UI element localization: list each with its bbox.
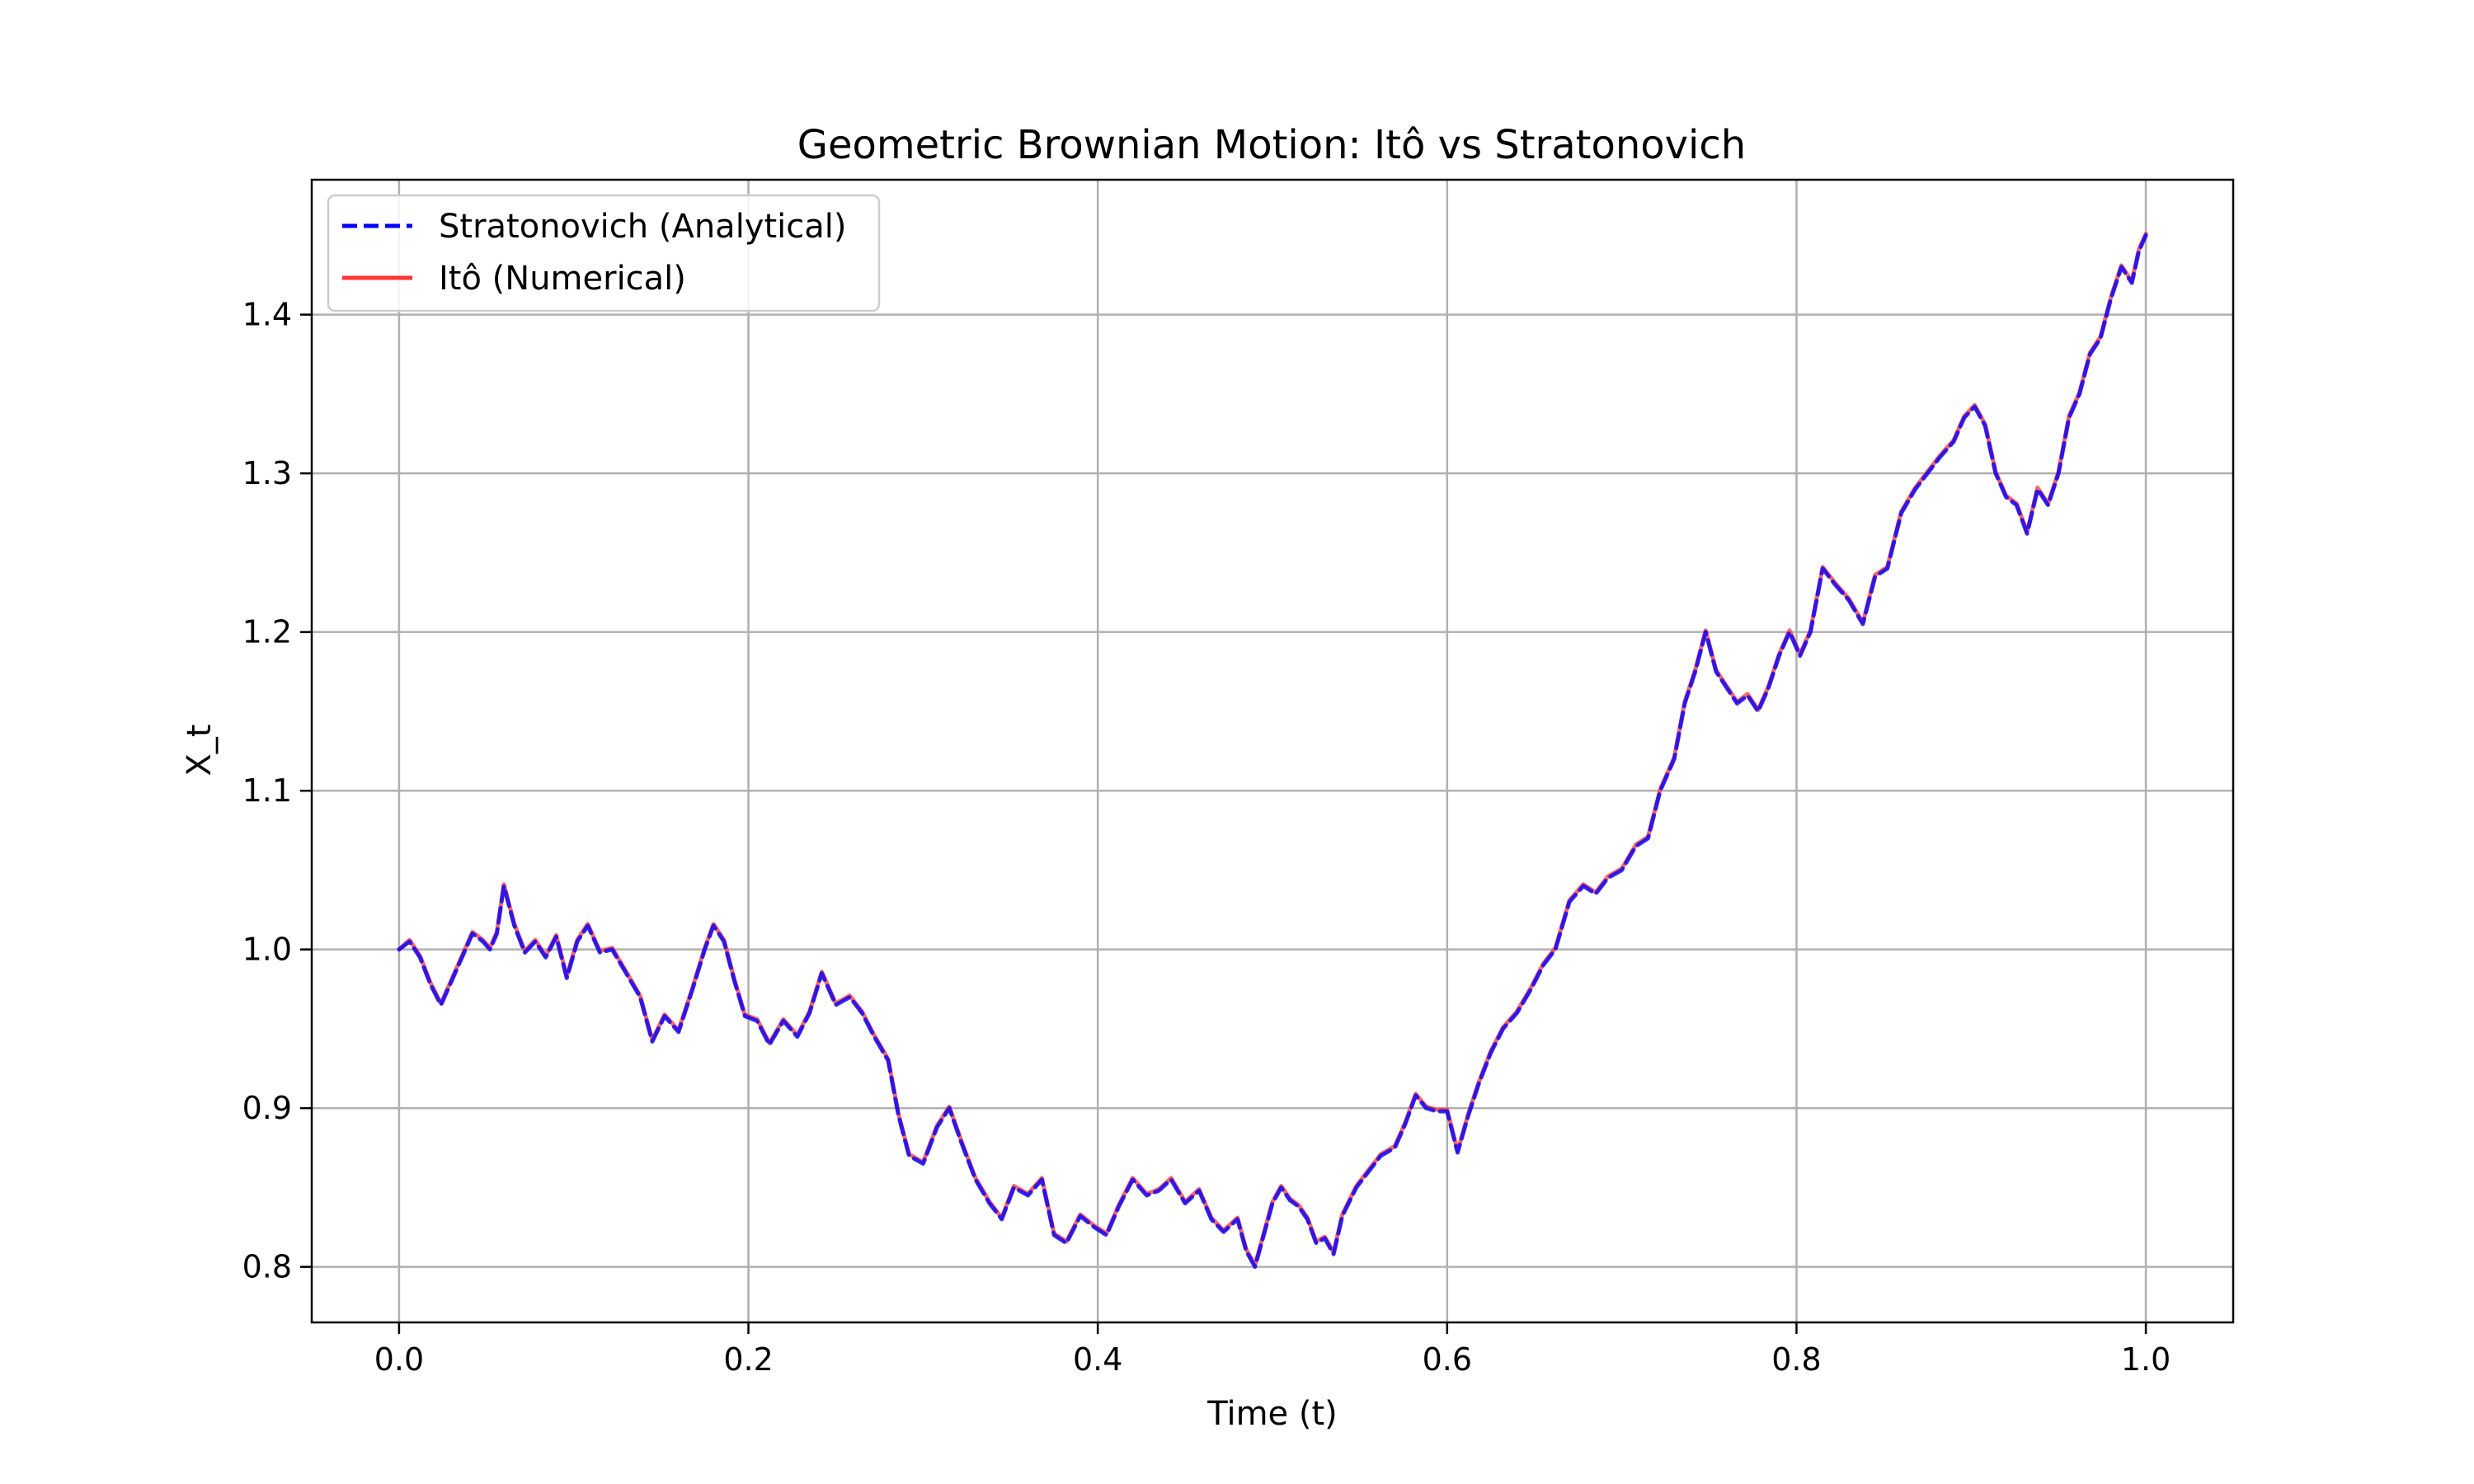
grid-lines [312,180,2233,1322]
y-tick-label: 0.8 [242,1249,292,1285]
y-tick-label: 1.4 [242,297,292,333]
series-layer [397,232,2148,1270]
x-axis: 0.0 0.2 0.4 0.6 0.8 1.0 [374,1322,2171,1378]
legend-box [327,194,881,312]
x-tick-label: 1.0 [2121,1341,2171,1378]
legend-label-stratonovich: Stratonovich (Analytical) [439,208,847,246]
y-tick-label: 1.0 [242,932,292,968]
y-tick-label: 1.1 [242,773,292,809]
x-tick-label: 0.0 [374,1341,424,1378]
plot-frame [310,178,2235,1324]
y-axis: 0.8 0.9 1.0 1.1 1.2 1.3 1.4 [242,297,312,1285]
y-tick-label: 0.9 [242,1090,292,1126]
y-tick-label: 1.2 [242,614,292,650]
y-tick-label: 1.3 [242,455,292,491]
series-line-stratonovich [397,232,2148,1270]
x-axis-label: Time (t) [1206,1395,1338,1433]
x-tick-label: 0.6 [1423,1341,1472,1378]
x-tick-label: 0.4 [1073,1341,1122,1378]
legend-label-ito: Itô (Numerical) [439,260,686,298]
chart-title: Geometric Brownian Motion: Itô vs Strato… [797,122,1746,168]
x-tick-label: 0.2 [723,1341,773,1378]
legend: Stratonovich (Analytical) Itô (Numerical… [327,194,881,312]
x-tick-label: 0.8 [1771,1341,1821,1378]
y-axis-label: X_t [181,724,219,776]
